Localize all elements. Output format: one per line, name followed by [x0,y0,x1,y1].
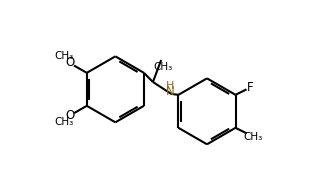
Text: N: N [166,85,175,98]
Text: O: O [65,109,75,122]
Text: F: F [247,81,254,94]
Text: H: H [166,81,174,91]
Text: CH₃: CH₃ [153,62,173,72]
Text: CH₃: CH₃ [54,117,74,127]
Text: CH₃: CH₃ [54,51,74,61]
Text: CH₃: CH₃ [243,132,262,142]
Text: O: O [65,56,75,69]
